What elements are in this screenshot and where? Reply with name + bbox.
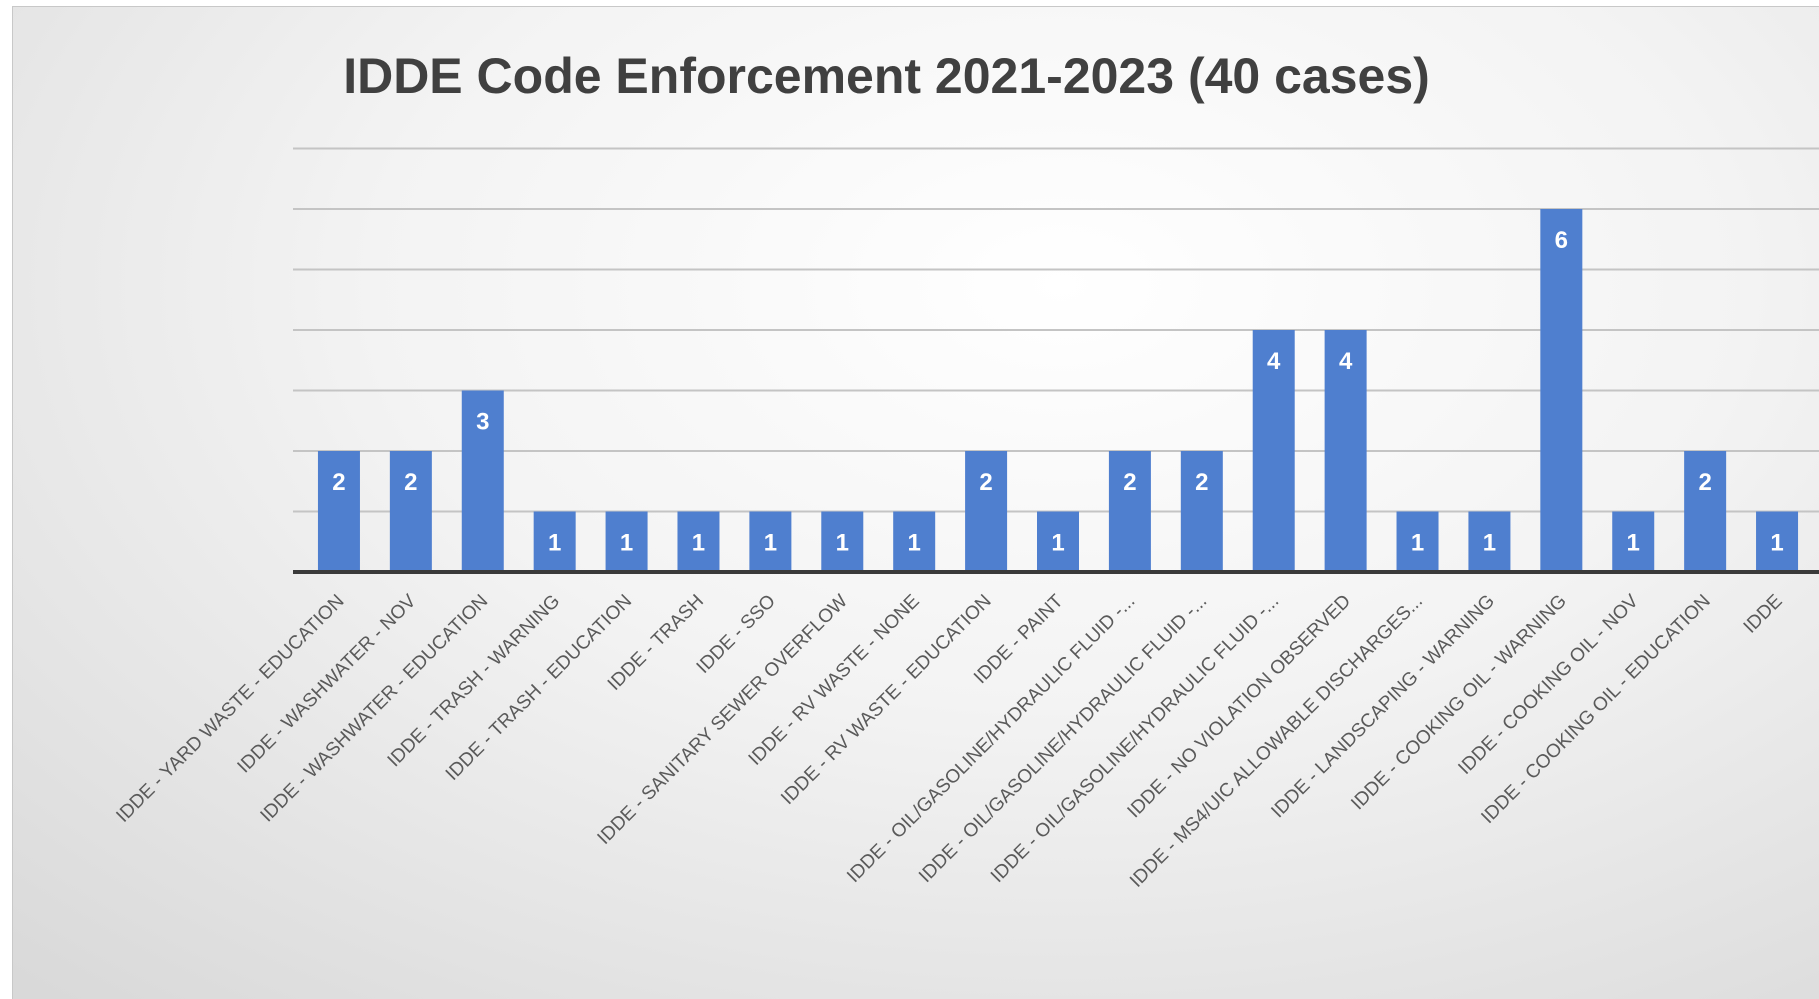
chart-title: IDDE Code Enforcement 2021-2023 (40 case… xyxy=(343,48,1430,104)
data-label: 1 xyxy=(1051,530,1064,557)
bar xyxy=(605,511,648,572)
data-label: 1 xyxy=(908,530,921,557)
bar xyxy=(1324,330,1367,572)
bar xyxy=(1756,511,1799,572)
data-label: 2 xyxy=(1195,469,1208,496)
bar xyxy=(1468,511,1511,572)
bar xyxy=(965,451,1008,572)
bar xyxy=(533,511,576,572)
data-label: 1 xyxy=(836,530,849,557)
bar xyxy=(893,511,936,572)
bar xyxy=(1180,451,1223,572)
bar xyxy=(677,511,720,572)
bar xyxy=(1684,451,1727,572)
data-label: 3 xyxy=(476,409,489,436)
bar xyxy=(1612,511,1655,572)
bar xyxy=(1252,330,1295,572)
chart-frame: IDDE Code Enforcement 2021-2023 (40 case… xyxy=(12,6,1819,999)
data-label: 4 xyxy=(1339,348,1353,375)
bar xyxy=(317,451,360,572)
bar xyxy=(1108,451,1151,572)
bars xyxy=(317,209,1799,572)
bar xyxy=(461,390,504,572)
data-label: 2 xyxy=(979,469,992,496)
data-label: 2 xyxy=(1698,469,1711,496)
bar xyxy=(821,511,864,572)
bar xyxy=(389,451,432,572)
data-label: 1 xyxy=(764,530,777,557)
data-label: 1 xyxy=(1770,530,1783,557)
x-tick-label: IDDE xyxy=(1740,591,1787,638)
bar xyxy=(1540,209,1583,572)
data-label: 1 xyxy=(1411,530,1424,557)
data-label: 4 xyxy=(1267,348,1281,375)
data-label: 6 xyxy=(1555,227,1568,254)
bar xyxy=(1396,511,1439,572)
data-label: 1 xyxy=(620,530,633,557)
data-label: 1 xyxy=(1483,530,1496,557)
x-tick-label: IDDE - SANITARY SEWER OVERFLOW xyxy=(594,591,852,849)
bar xyxy=(1037,511,1079,572)
data-label: 1 xyxy=(692,530,705,557)
data-label: 1 xyxy=(548,530,561,557)
data-label: 1 xyxy=(1627,530,1640,557)
data-label: 2 xyxy=(332,469,345,496)
gridlines xyxy=(293,147,1819,513)
bar xyxy=(749,511,792,572)
data-label: 2 xyxy=(404,469,417,496)
data-label: 2 xyxy=(1123,469,1136,496)
